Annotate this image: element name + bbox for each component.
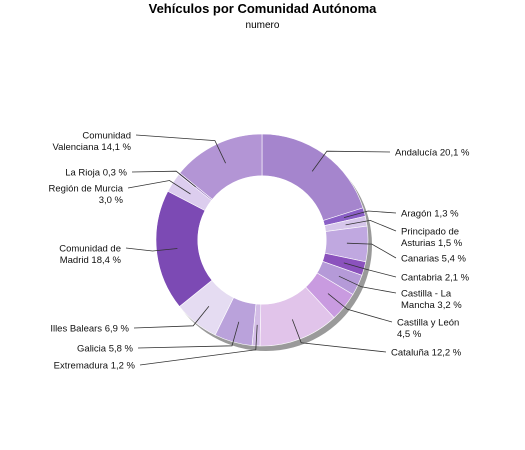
slice-label: Castilla y León bbox=[397, 318, 459, 329]
leader-line bbox=[135, 134, 226, 164]
leader-line bbox=[345, 219, 397, 232]
leader-line bbox=[311, 150, 391, 172]
leader-line bbox=[137, 321, 240, 349]
chart-subtitle: numero bbox=[245, 20, 280, 31]
leader-line bbox=[139, 324, 258, 366]
slice-label: Illes Balears 6,9 % bbox=[50, 324, 129, 335]
donut-hole bbox=[197, 175, 327, 305]
slice-label: Madrid 18,4 % bbox=[60, 255, 122, 266]
slice-label: Principado de bbox=[401, 227, 459, 238]
slice-label: Región de Murcia bbox=[49, 184, 124, 195]
leader-line bbox=[338, 275, 397, 294]
leader-line bbox=[125, 247, 178, 252]
leader-line bbox=[127, 180, 191, 195]
slice-label: Canarias 5,4 % bbox=[401, 254, 467, 265]
slice-label: Andalucía 20,1 % bbox=[395, 148, 470, 159]
slice-label: 3,0 % bbox=[99, 195, 124, 206]
slice-label: Valenciana 14,1 % bbox=[52, 142, 131, 153]
slice-label: Castilla - La bbox=[401, 289, 452, 300]
slice-label: Mancha 3,2 % bbox=[401, 300, 462, 311]
leader-line bbox=[131, 170, 196, 188]
leader-line bbox=[346, 242, 397, 259]
leader-line bbox=[327, 293, 393, 323]
slice-label: Galicia 5,8 % bbox=[77, 344, 134, 355]
slice-label: 4,5 % bbox=[397, 329, 422, 340]
chart-title: Vehículos por Comunidad Autónoma bbox=[148, 1, 377, 16]
slice-label: Comunidad de bbox=[59, 244, 121, 255]
leader-line bbox=[343, 262, 397, 278]
leader-line bbox=[133, 306, 210, 329]
slice-label: Aragón 1,3 % bbox=[401, 209, 459, 220]
slice-label: La Rioja 0,3 % bbox=[65, 168, 127, 179]
leader-line bbox=[291, 319, 387, 353]
slice-label: Asturias 1,5 % bbox=[401, 238, 463, 249]
leader-line bbox=[343, 210, 397, 218]
slice-label: Cataluña 12,2 % bbox=[391, 348, 462, 359]
slice-label: Extremadura 1,2 % bbox=[54, 361, 136, 372]
slice-label: Comunidad bbox=[82, 131, 131, 142]
slice-label: Cantabria 2,1 % bbox=[401, 273, 470, 284]
